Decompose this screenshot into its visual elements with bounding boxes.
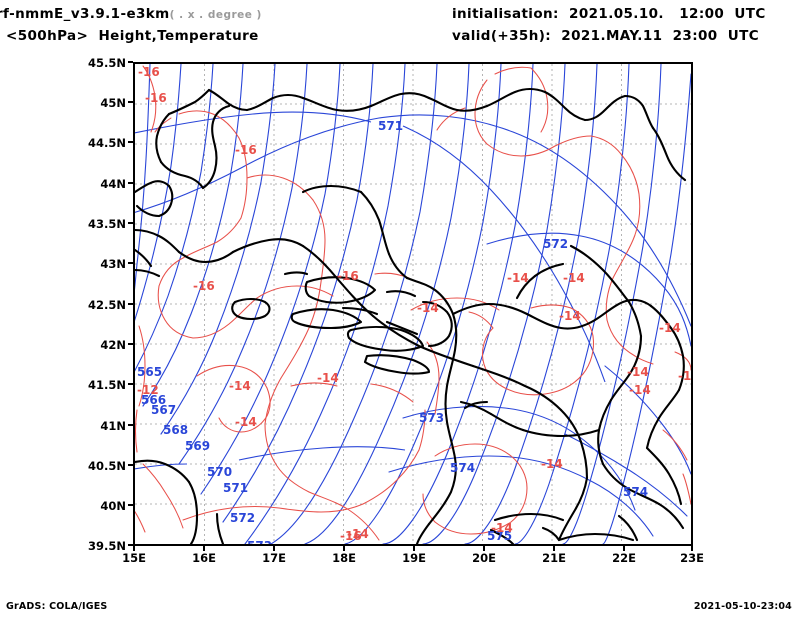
label-t14-i: -14 — [678, 369, 691, 383]
y-axis-label: 41N — [100, 419, 126, 433]
label-t14-n: -14 — [417, 301, 439, 315]
label-569: 569 — [185, 439, 210, 453]
x-axis-label: 19E — [402, 551, 426, 565]
x-axis-label: 15E — [122, 551, 146, 565]
label-t14-e: -14 — [559, 309, 581, 323]
x-tick — [483, 546, 485, 551]
y-axis-label: 43N — [100, 257, 126, 271]
x-tick — [553, 546, 555, 551]
y-tick — [128, 182, 133, 184]
x-axis-label: 18E — [332, 551, 356, 565]
x-tick — [133, 546, 135, 551]
label-t16-f: -16 — [340, 529, 362, 543]
x-axis-label: 23E — [680, 551, 704, 565]
label-t14-b: -14 — [235, 415, 257, 429]
y-axis-label: 43.5N — [88, 217, 126, 231]
footer-timestamp: 2021-05-10-23:04 — [693, 601, 792, 612]
model-name: rf-nmmE_v3.9.1-e3km — [0, 6, 170, 22]
y-axis-label: 41.5N — [88, 378, 126, 392]
label-574-left: 574 — [450, 461, 475, 475]
y-tick — [128, 222, 133, 224]
label-573-right: 573 — [419, 411, 444, 425]
footer-attribution: GrADS: COLA/IGES — [6, 601, 108, 612]
height-labels: 565 566 567 568 569 570 571 572 573 571 … — [137, 119, 648, 544]
model-title: rf-nmmE_v3.9.1-e3km( . x . degree ) — [0, 6, 262, 22]
label-t14-a: -14 — [229, 379, 251, 393]
label-t16-a: -16 — [138, 65, 160, 79]
x-tick — [623, 546, 625, 551]
x-tick — [273, 546, 275, 551]
height-contour-571-top — [135, 111, 606, 383]
y-tick — [128, 343, 133, 345]
y-axis-label: 44.5N — [88, 136, 126, 150]
y-tick — [128, 101, 133, 103]
label-t16-b: -16 — [145, 91, 167, 105]
label-567: 567 — [151, 403, 176, 417]
initialisation-time: initialisation: 2021.05.10. 12:00 UTC — [452, 6, 766, 22]
x-axis-label: 16E — [192, 551, 216, 565]
y-tick — [128, 544, 133, 546]
label-t14-l: -14 — [491, 521, 513, 535]
label-t14-g: -14 — [627, 365, 649, 379]
y-tick — [128, 61, 133, 63]
y-axis-label: 42.5N — [88, 298, 126, 312]
label-t16-d: -16 — [337, 269, 359, 283]
height-contour-574-left — [135, 446, 406, 470]
label-572-left: 572 — [230, 511, 255, 525]
model-units: ( . x . degree ) — [169, 9, 262, 21]
label-t14-m: -14 — [317, 371, 339, 385]
label-571-left: 571 — [223, 481, 248, 495]
label-t14-k: -14 — [347, 527, 369, 541]
label-t14-j: -14 — [541, 457, 563, 471]
temperature-labels: -16 -16 -16 -16 -16 -16 -12 -14 -14 -14 … — [137, 65, 691, 543]
y-axis-label: 39.5N — [88, 539, 126, 553]
y-tick — [128, 464, 133, 466]
label-570: 570 — [207, 465, 232, 479]
y-axis-label: 42N — [100, 338, 126, 352]
label-571-top: 571 — [378, 119, 403, 133]
label-575: 575 — [487, 529, 512, 543]
label-568: 568 — [163, 423, 188, 437]
x-tick — [691, 546, 693, 551]
label-566: 566 — [141, 393, 166, 407]
x-axis-label: 20E — [472, 551, 496, 565]
y-tick — [128, 262, 133, 264]
label-572-right: 572 — [543, 237, 568, 251]
label-t16-c: -16 — [235, 143, 257, 157]
valid-time: valid(+35h): 2021.MAY.11 23:00 UTC — [452, 28, 760, 44]
label-574-right: 574 — [623, 485, 648, 499]
y-tick — [128, 424, 133, 426]
x-tick — [203, 546, 205, 551]
contour-map: 565 566 567 568 569 570 571 572 573 571 … — [135, 64, 691, 544]
y-tick — [128, 504, 133, 506]
label-565: 565 — [137, 365, 162, 379]
x-axis-label: 22E — [612, 551, 636, 565]
y-axis-label: 45.5N — [88, 56, 126, 70]
map-outlines — [135, 87, 687, 544]
label-t16-e: -16 — [193, 279, 215, 293]
label-t14-f: -14 — [659, 321, 681, 335]
map-plot-area: 565 566 567 568 569 570 571 572 573 571 … — [133, 62, 693, 546]
y-axis-label: 40.5N — [88, 459, 126, 473]
label-t14-c: -14 — [507, 271, 529, 285]
y-axis-label: 44N — [100, 177, 126, 191]
level-title: <500hPa> Height,Temperature — [6, 28, 259, 44]
y-axis-label: 45N — [100, 96, 126, 110]
y-tick — [128, 383, 133, 385]
label-t14-h: -14 — [629, 383, 651, 397]
height-contours — [135, 64, 691, 544]
y-axis-label: 40N — [100, 499, 126, 513]
x-tick — [343, 546, 345, 551]
x-tick — [413, 546, 415, 551]
x-axis-label: 17E — [262, 551, 286, 565]
label-t14-d: -14 — [563, 271, 585, 285]
label-t12: -12 — [137, 383, 159, 397]
x-axis-label: 21E — [542, 551, 566, 565]
label-573-left: 573 — [247, 539, 272, 544]
y-tick — [128, 303, 133, 305]
y-tick — [128, 141, 133, 143]
